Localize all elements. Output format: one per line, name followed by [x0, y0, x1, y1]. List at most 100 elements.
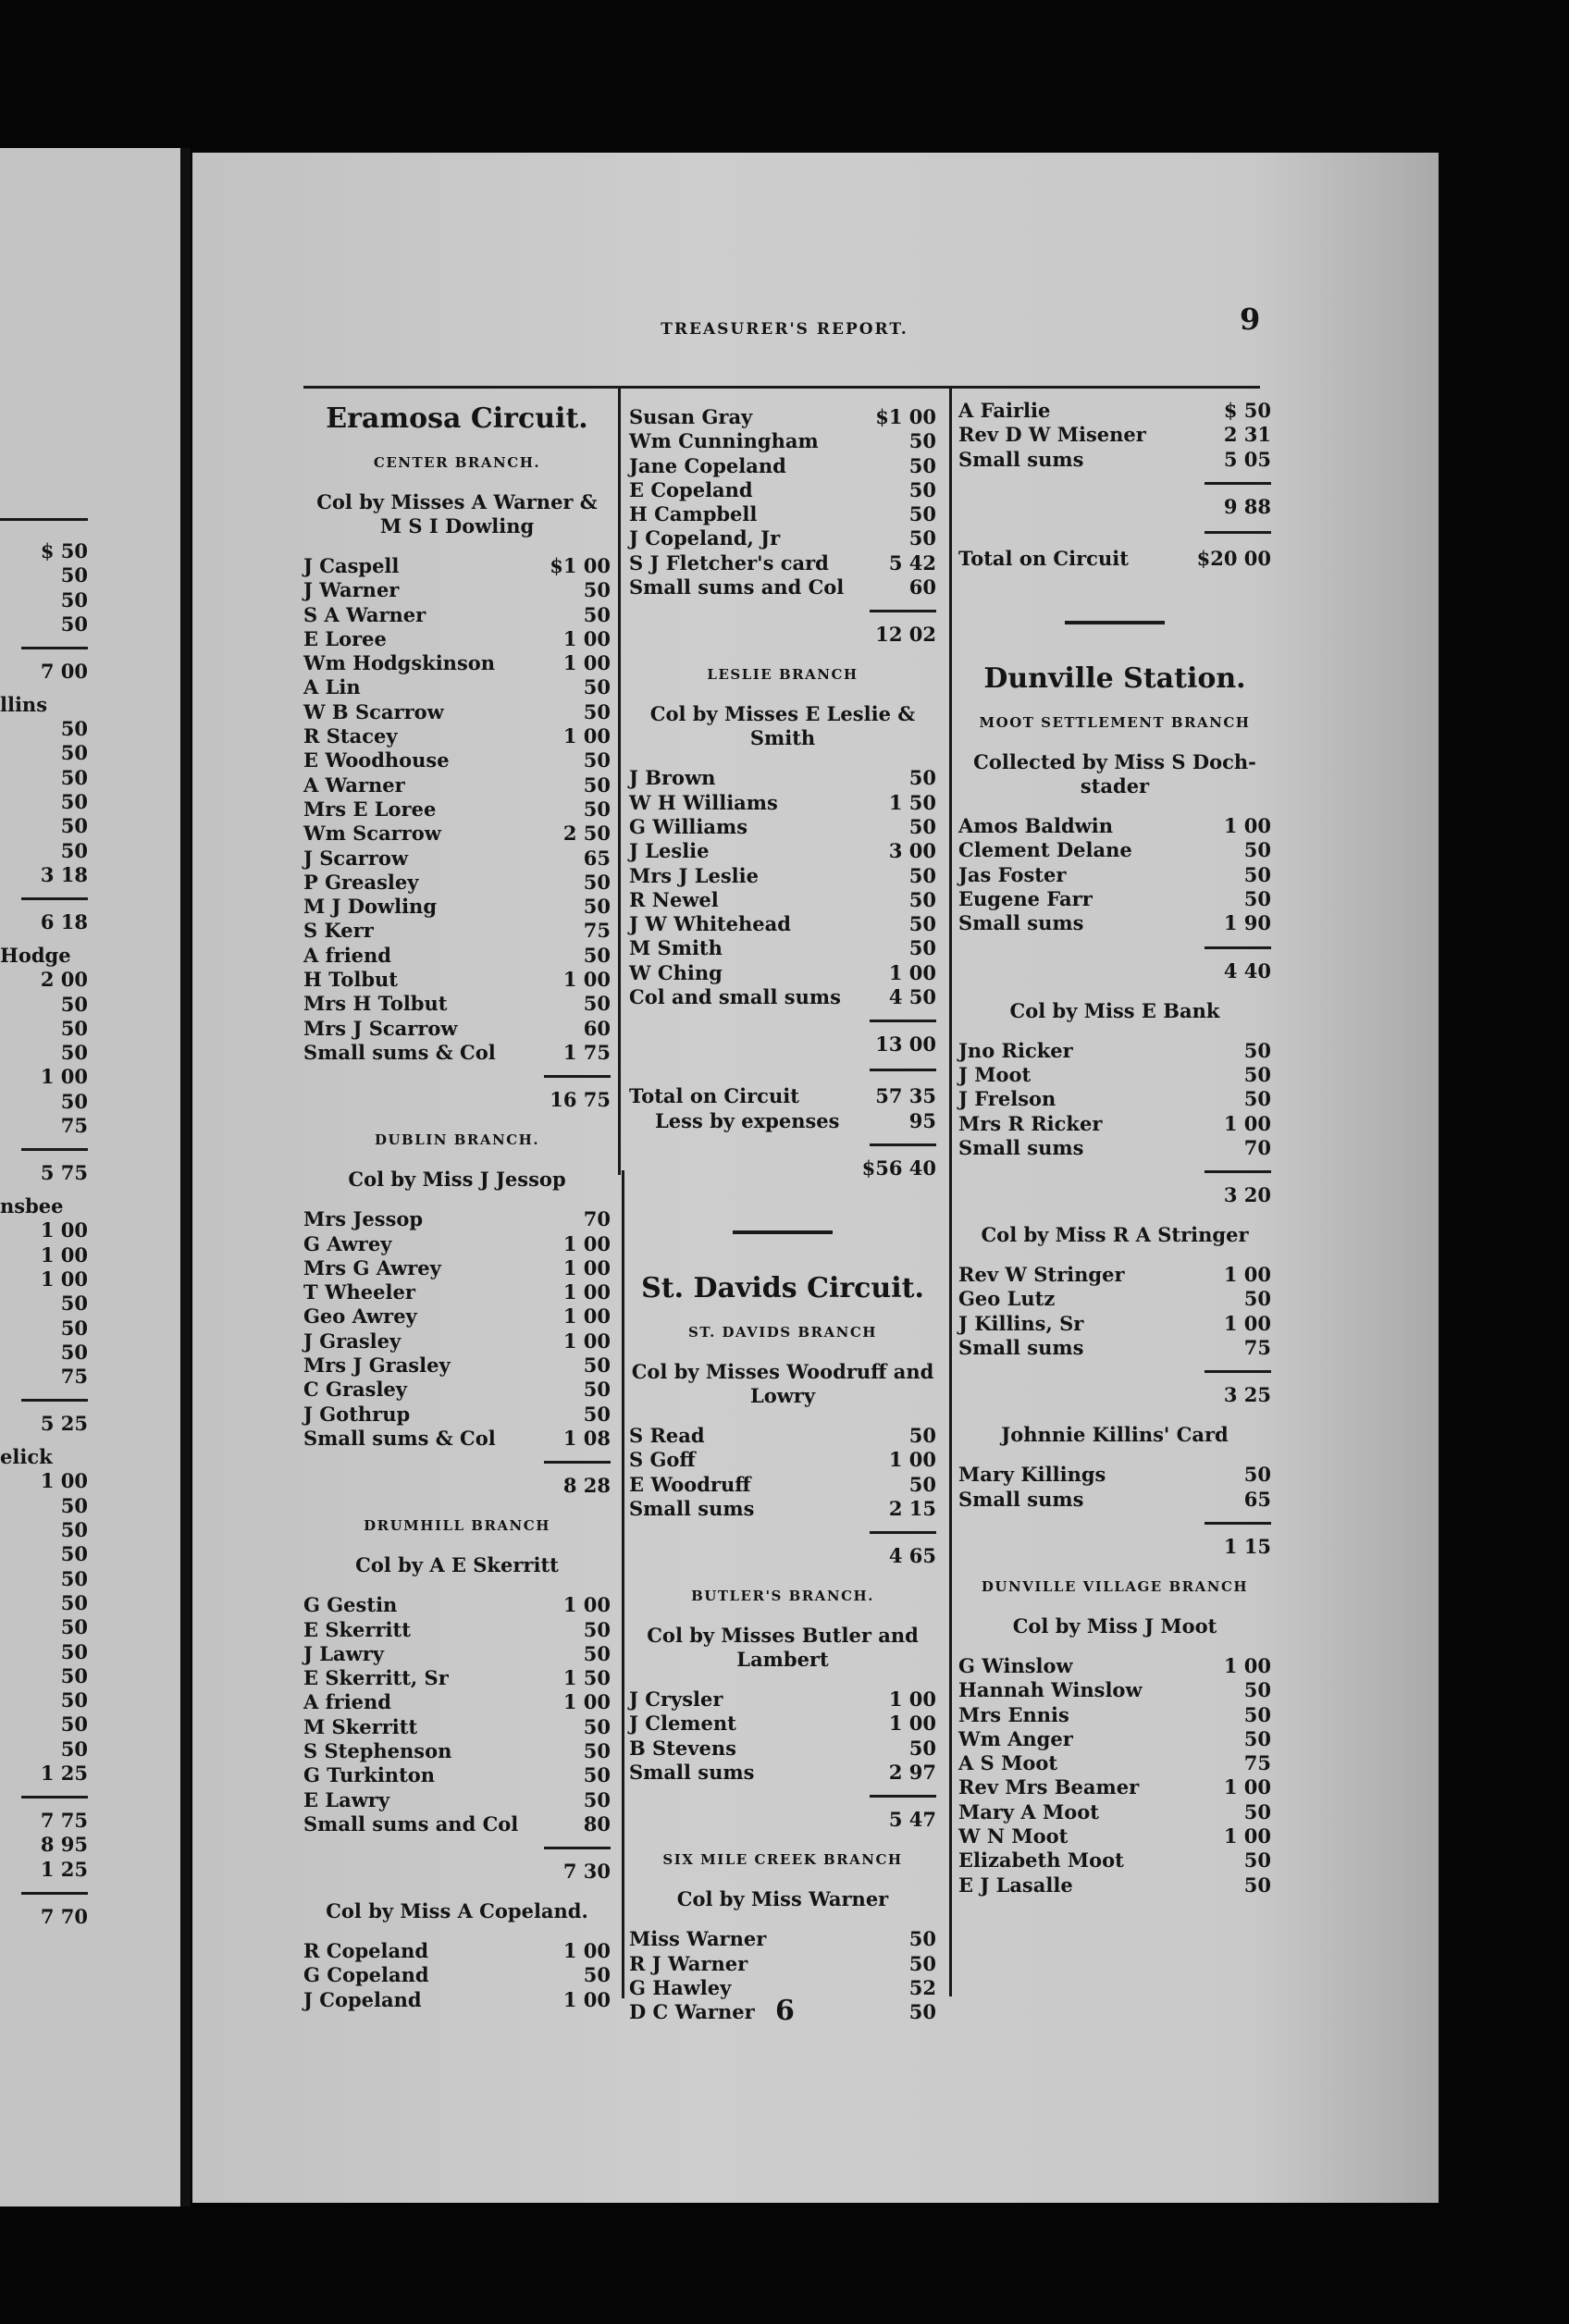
- contribution-row: $ 50: [0, 539, 88, 563]
- amount: 50: [60, 1566, 88, 1590]
- contributor-name: Clement Delane: [958, 838, 1132, 862]
- contributor-name: Mrs J Scarrow: [303, 1016, 458, 1040]
- amount: 60: [908, 575, 936, 600]
- amount: 50: [60, 1340, 88, 1364]
- subtotal-amount: $56 40: [629, 1133, 936, 1181]
- contribution-row: 50: [0, 814, 88, 838]
- amount: 50: [908, 1927, 936, 1951]
- contributor-name: Mrs R Ricker: [958, 1111, 1103, 1135]
- amount: 50: [583, 699, 611, 723]
- amount: 1 00: [1223, 814, 1271, 838]
- amount: $ 50: [1223, 399, 1271, 422]
- contribution-row: 1 00: [0, 1218, 88, 1242]
- amount: 50: [583, 797, 611, 821]
- contribution-row: S Stephenson 50: [303, 1739, 611, 1763]
- contributor-name: Elizabeth Moot: [958, 1848, 1124, 1873]
- contribution-row: Small sums 70: [958, 1136, 1271, 1160]
- amount: 50: [60, 1041, 88, 1065]
- contributor-name: Mrs J Grasley: [303, 1354, 451, 1378]
- contributor-name: A friend: [303, 1690, 391, 1714]
- contribution-row: 50: [0, 588, 88, 612]
- amount: 50: [1243, 1799, 1271, 1823]
- amount: 50: [1243, 1287, 1271, 1311]
- page-number: 9: [1240, 302, 1261, 337]
- subtotal-amount: 4 40: [958, 936, 1271, 983]
- amount: 95: [908, 1108, 936, 1132]
- contributor-name: C Grasley: [303, 1378, 407, 1402]
- contribution-row: 50: [0, 1494, 88, 1518]
- collector-line: Col by Miss Warner: [676, 1887, 889, 1911]
- contribution-row: E Loree 1 00: [303, 627, 611, 651]
- contributor-name: Small sums: [958, 1336, 1084, 1360]
- contribution-row: J Frelson 50: [958, 1087, 1271, 1111]
- contribution-row: 1 25: [0, 1858, 88, 1882]
- subtotal-amount: 7 75: [0, 1786, 88, 1833]
- contribution-row: 50: [0, 612, 88, 637]
- contributor-name: A friend: [303, 943, 391, 967]
- subtotal-amount: 7 00: [0, 637, 88, 684]
- amount: 50: [583, 1963, 611, 1987]
- amount: 80: [583, 1811, 611, 1836]
- amount: 50: [1243, 1726, 1271, 1750]
- contribution-row: J Warner 50: [303, 578, 611, 602]
- truncated-label: llins: [0, 693, 48, 717]
- contributor-name: P Greasley: [303, 870, 419, 894]
- contribution-row: 50: [0, 993, 88, 1017]
- amount: 50: [908, 887, 936, 911]
- amount: 1 90: [1223, 911, 1271, 935]
- contributor-name: E Woodruff: [629, 1472, 751, 1496]
- contributor-name: H Tolbut: [303, 968, 399, 992]
- contributor-name: Mrs Jessop: [303, 1207, 424, 1231]
- branch-heading: DRUMHILL BRANCH: [364, 1517, 550, 1535]
- contributor-name: E Loree: [303, 626, 387, 650]
- contributor-name: E J Lasalle: [958, 1873, 1073, 1897]
- amount: 1 25: [40, 1761, 88, 1785]
- contribution-row: Jane Copeland 50: [629, 454, 936, 478]
- amount: 50: [60, 1316, 88, 1340]
- contribution-row: Jno Ricker 50: [958, 1039, 1271, 1063]
- contribution-row: Amos Baldwin 1 00: [958, 814, 1271, 838]
- contribution-row: E Skerritt 50: [303, 1618, 611, 1642]
- amount: 50: [1243, 838, 1271, 862]
- contributor-name: Eugene Farr: [958, 887, 1093, 911]
- amount: 1 25: [40, 1857, 88, 1881]
- contributor-name: S Stephenson: [303, 1738, 452, 1762]
- contributor-name: S J Fletcher's card: [629, 550, 829, 575]
- contribution-row: Rev W Stringer 1 00: [958, 1263, 1271, 1287]
- contribution-row: S Read 50: [629, 1424, 936, 1448]
- contribution-row: J Gothrup 50: [303, 1403, 611, 1427]
- contributor-name: J Moot: [958, 1062, 1032, 1086]
- contributor-name: E Copeland: [629, 477, 753, 501]
- contribution-row: Small sums 65: [958, 1488, 1271, 1512]
- amount: 50: [60, 814, 88, 838]
- truncated-label: Hodge: [0, 944, 71, 968]
- amount: 50: [583, 1738, 611, 1762]
- contribution-row: S A Warner 50: [303, 603, 611, 627]
- contributor-name: Small sums: [958, 911, 1084, 935]
- amount: 1 00: [40, 1065, 88, 1089]
- contributor-name: G Winslow: [958, 1653, 1073, 1677]
- contribution-row: Elizabeth Moot 50: [958, 1848, 1271, 1873]
- header-rule: [303, 386, 1260, 389]
- amount: 50: [1243, 1062, 1271, 1086]
- amount: 1 00: [1223, 1824, 1271, 1848]
- contribution-row: Geo Awrey 1 00: [303, 1304, 611, 1329]
- amount: 1 00: [1223, 1775, 1271, 1799]
- contribution-row: R J Warner 50: [629, 1952, 936, 1976]
- contributor-name: J Copeland: [303, 1987, 422, 2011]
- contributor-name: B Stevens: [629, 1736, 736, 1760]
- contributor-name: Total on Circuit: [629, 1084, 799, 1108]
- report-column-2: Susan Gray $1 00 Wm Cunningham 50 Jane Copel…: [629, 405, 936, 2025]
- amount: 2 50: [562, 822, 611, 846]
- contributor-name: E Skerritt, Sr: [303, 1666, 449, 1690]
- amount: 65: [1243, 1487, 1271, 1511]
- contribution-row: 3 18: [0, 863, 88, 887]
- amount: 50: [60, 1089, 88, 1113]
- amount: 50: [908, 453, 936, 477]
- subtotal-amount: 4 65: [629, 1521, 936, 1568]
- contributor-name: D C Warner: [629, 2000, 755, 2024]
- subtotal-amount: 5 25: [0, 1389, 88, 1436]
- contribution-row: Geo Lutz 50: [958, 1287, 1271, 1311]
- page-gutter: [181, 148, 191, 2207]
- amount: 50: [60, 992, 88, 1016]
